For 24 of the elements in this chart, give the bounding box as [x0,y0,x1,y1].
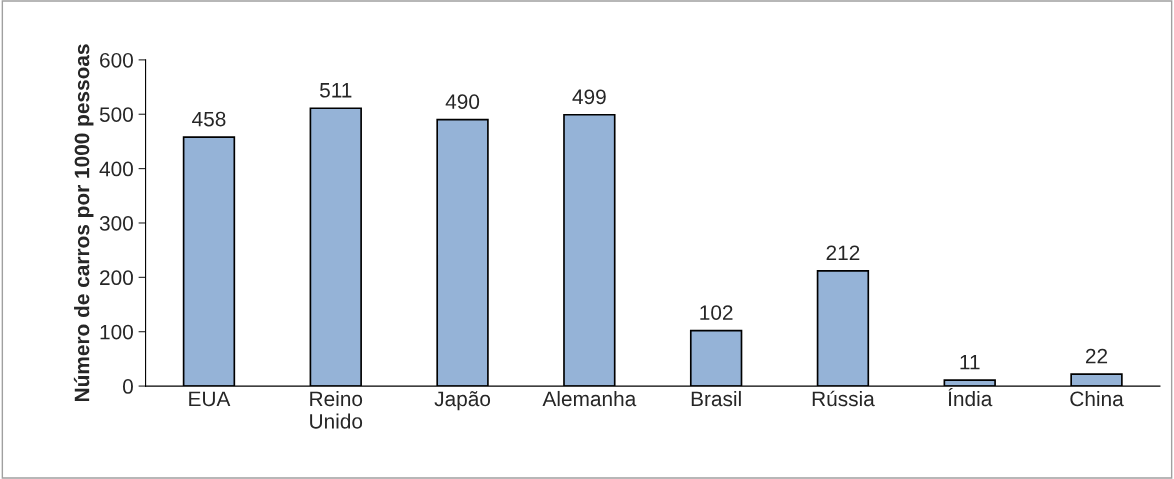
data-label: 22 [1085,348,1108,364]
data-label: 499 [572,89,606,105]
x-tick-label: Japão [434,391,491,411]
x-tick-label: Reino Unido [310,390,363,429]
y-tick-label: 100 [100,324,133,340]
data-label: 212 [826,245,860,260]
data-label: 102 [700,305,733,320]
data-label: 11 [960,354,980,370]
data-label: 458 [192,111,226,127]
x-tick-label: Alemanha [542,390,637,407]
y-tick-label: 0 [123,379,133,394]
y-tick-label: 400 [99,161,133,177]
x-tick-label: EUA [189,391,231,407]
data-label: 490 [445,94,480,110]
y-tick-label: 600 [100,52,133,68]
y-tick-label: 500 [99,107,133,122]
x-tick-label: Rússia [812,390,875,407]
x-tick-label: Índia [948,387,993,407]
x-tick-label: Brasil [691,390,741,407]
y-tick-label: 300 [99,215,133,231]
x-tick-label: China [1070,390,1124,407]
y-axis-title: Número de carros por 1000 pessoas [73,44,94,402]
data-label: 511 [319,83,352,98]
y-tick-label: 200 [100,270,133,286]
